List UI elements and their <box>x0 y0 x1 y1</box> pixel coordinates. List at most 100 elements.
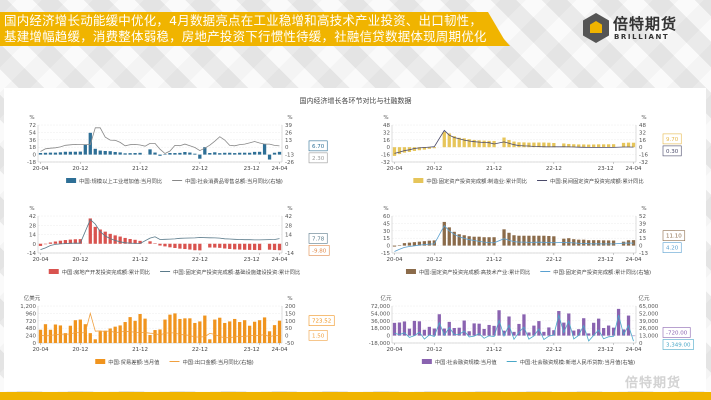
right-tick-label: 13,000 <box>639 334 659 340</box>
left-axis-unit: % <box>383 115 388 121</box>
figure-title: 国内经济增长各环节对比与社融数据 <box>299 97 412 105</box>
legend: 中国:固定资产投资完成额:制造业:累计同比 中国:民间固定资产投资完成额:累计同比 <box>413 177 644 185</box>
x-tick-label: 24-04 <box>626 257 642 263</box>
bar <box>163 319 167 343</box>
bar <box>562 322 566 336</box>
bar <box>397 147 402 155</box>
x-tick-label: 24-04 <box>272 347 288 353</box>
bar <box>432 240 436 246</box>
bar <box>427 240 431 246</box>
right-tick-label: 0 <box>285 242 289 248</box>
left-tick-label: 960 <box>26 311 37 317</box>
bar <box>611 240 616 246</box>
left-tick-label: 54,000 <box>371 311 391 317</box>
callout-box <box>662 145 682 157</box>
bar <box>277 243 282 251</box>
bar <box>517 235 521 246</box>
legend-bar-label: 中国:规模以上工业增加值:当月同比 <box>79 177 162 185</box>
bar <box>552 236 556 246</box>
bar <box>53 324 58 343</box>
legend: 中国:贸易差额:当月值 中国:出口金额:当月同比(右轴) <box>95 358 254 366</box>
x-tick-label: 20-04 <box>386 347 402 353</box>
bar <box>616 308 621 336</box>
bar <box>98 229 102 244</box>
bar <box>193 243 197 251</box>
legend-line-label: 中国:出口金额:当月同比(右轴) <box>182 358 253 366</box>
bar <box>78 239 82 244</box>
header-line-2: 基建增幅趋缓，消费整体弱稳，房地产投资下行惯性待缓，社融信贷数据体现周期优化 <box>4 29 487 44</box>
logo-en: BRILLIANT <box>614 33 670 41</box>
right-tick-label: 16 <box>639 138 646 144</box>
bar <box>233 153 237 155</box>
left-tick-label: 72 <box>29 123 36 129</box>
callout-value: 7.78 <box>312 236 325 242</box>
left-tick-label: 14 <box>29 233 36 239</box>
value-callout: -9.80 <box>308 245 330 256</box>
callout-value: 4.20 <box>666 246 679 252</box>
bar <box>577 329 581 336</box>
bar <box>158 243 162 246</box>
bar <box>133 239 137 244</box>
bar <box>611 327 616 336</box>
bar <box>148 334 152 343</box>
callout-value: 2.30 <box>312 156 325 162</box>
bar <box>38 243 43 246</box>
bar <box>88 218 92 244</box>
footer-bar-right <box>140 392 711 400</box>
bar <box>547 142 551 148</box>
bar <box>58 240 63 244</box>
bar <box>582 144 586 148</box>
value-callout: 6.70 <box>308 140 328 152</box>
bar <box>527 235 531 246</box>
value-callout: 2.30 <box>308 152 328 164</box>
legend-bar-swatch <box>48 269 59 274</box>
chart-manufacturing-private-fai: %% 48 32 16 0 -16 -32 48 32 16 0 -16 -32 20-04 20-12 21… <box>356 112 701 204</box>
value-callout: -720.00 <box>662 327 691 338</box>
bar <box>422 329 427 336</box>
bar <box>417 147 422 151</box>
bar <box>103 231 107 244</box>
left-axis-unit: % <box>383 206 388 212</box>
left-tick-label: 45 <box>383 221 390 227</box>
bar <box>148 149 152 155</box>
chart-hightech-fai: %% 60 45 30 15 0 -15 52 39 26 13 0 -13 20-04 20-12 21-1… <box>356 203 701 295</box>
right-tick-label: 26 <box>639 229 646 235</box>
x-tick-label: 21-12 <box>132 257 148 263</box>
bar <box>203 147 207 155</box>
right-tick-label: -50 <box>285 341 294 347</box>
bar <box>218 243 222 248</box>
bar <box>73 320 77 343</box>
right-tick-label: 52 <box>639 214 646 220</box>
bar <box>168 314 172 343</box>
callout-value: -720.00 <box>666 330 688 336</box>
bar <box>552 142 556 148</box>
bar <box>98 150 102 155</box>
left-tick-label: 0 <box>387 334 391 340</box>
bar <box>482 140 486 148</box>
bar <box>597 144 601 148</box>
bar <box>432 147 436 149</box>
x-tick-label: 23-12 <box>598 257 614 263</box>
left-tick-label: 32 <box>383 130 390 136</box>
bar <box>183 243 187 250</box>
bar <box>78 319 82 343</box>
legend-line-label: 中国:社会消费品零售总额:当月同比(右轴) <box>185 177 283 185</box>
bar <box>462 320 466 336</box>
bar <box>517 323 521 336</box>
right-tick-label: 26,000 <box>639 326 659 332</box>
series-line <box>40 127 280 154</box>
bar <box>572 330 576 336</box>
bar <box>472 139 476 148</box>
x-tick-label: 20-12 <box>426 347 442 353</box>
bar <box>48 242 53 244</box>
value-callout: 3,349.00 <box>662 339 694 350</box>
x-tick-label: 20-04 <box>386 166 402 172</box>
bar <box>113 326 117 343</box>
left-tick-label: -18 <box>27 160 36 166</box>
bar <box>427 147 431 149</box>
bar <box>452 231 456 246</box>
bar <box>53 241 58 244</box>
bar <box>442 131 446 148</box>
bar <box>198 243 202 251</box>
